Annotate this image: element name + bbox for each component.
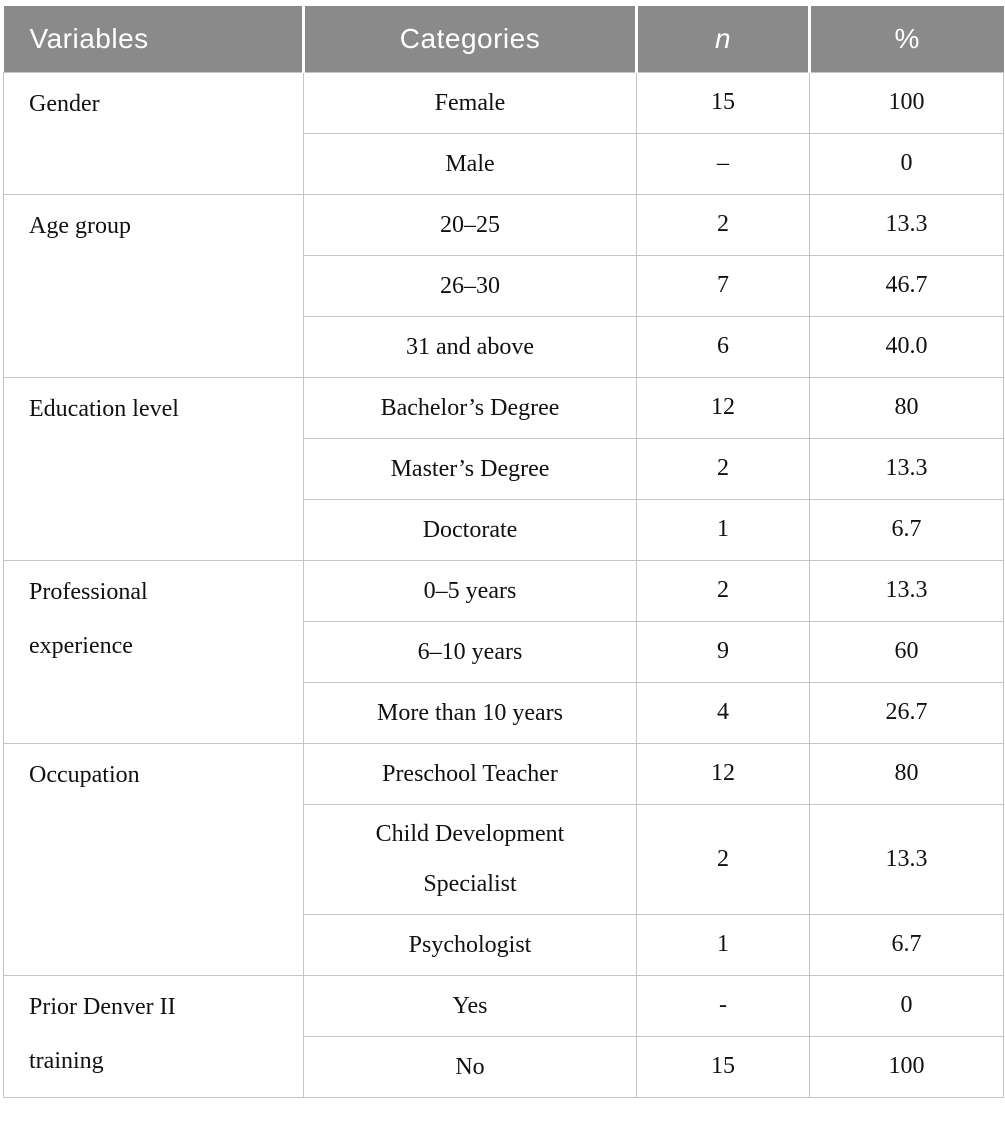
pct-cell: 26.7 xyxy=(809,681,1004,744)
category-cell: Male xyxy=(303,132,637,195)
pct-cell: 60 xyxy=(809,620,1004,683)
variable-label: Age group xyxy=(29,212,131,239)
col-header-categories: Categories xyxy=(302,6,637,72)
n-cell: - xyxy=(636,974,810,1037)
table-row: Age group 20–25 2 13.3 xyxy=(3,193,1004,378)
table-row: Master’s Degree 2 13.3 xyxy=(4,437,1004,500)
variable-cell: Prior Denver II training xyxy=(3,974,304,1098)
pct-cell: 0 xyxy=(809,974,1004,1037)
n-cell: 2 xyxy=(636,193,810,256)
col-header-n: n xyxy=(635,6,810,72)
n-cell: 15 xyxy=(636,1035,810,1098)
category-cell: More than 10 years xyxy=(303,681,637,744)
variable-cell: Education level xyxy=(3,376,304,561)
category-cell: Yes xyxy=(303,974,637,1037)
n-cell: 12 xyxy=(636,376,810,439)
pct-cell: 13.3 xyxy=(809,193,1004,256)
table-row: No 15 100 xyxy=(4,1035,1004,1098)
n-cell: 1 xyxy=(636,498,810,561)
col-header-variables: Variables xyxy=(3,6,304,72)
pct-cell: 0 xyxy=(809,132,1004,195)
category-cell: 0–5 years xyxy=(303,559,637,622)
n-cell: 15 xyxy=(636,71,810,134)
category-cell: Bachelor’s Degree xyxy=(303,376,637,439)
participant-demographics-table: Variables Categories n % Gender Female 1… xyxy=(3,6,1004,1098)
pct-cell: 100 xyxy=(809,71,1004,134)
pct-cell: 40.0 xyxy=(809,315,1004,378)
n-cell: 9 xyxy=(636,620,810,683)
pct-cell: 6.7 xyxy=(809,913,1004,976)
n-cell: 7 xyxy=(636,254,810,317)
category-cell: 31 and above xyxy=(303,315,637,378)
variable-label: Professional experience xyxy=(29,578,148,659)
variable-label: Occupation xyxy=(29,761,140,788)
document-page: Variables Categories n % Gender Female 1… xyxy=(3,6,1004,1098)
variable-label: Prior Denver II training xyxy=(29,993,176,1074)
variable-label: Gender xyxy=(29,90,100,117)
table-row: Professional experience 0–5 years 2 13.3 xyxy=(3,559,1004,744)
table-row: Male – 0 xyxy=(4,132,1004,195)
table-row: Education level Bachelor’s Degree 12 80 xyxy=(3,376,1004,561)
table-row: 26–30 7 46.7 xyxy=(4,254,1004,317)
table-row: 6–10 years 9 60 xyxy=(4,620,1004,683)
pct-cell: 6.7 xyxy=(809,498,1004,561)
table-row: Psychologist 1 6.7 xyxy=(4,913,1004,976)
variable-cell: Occupation xyxy=(3,742,304,976)
category-cell: No xyxy=(303,1035,637,1098)
category-cell: 6–10 years xyxy=(303,620,637,683)
table-row: More than 10 years 4 26.7 xyxy=(4,681,1004,744)
n-cell: 6 xyxy=(636,315,810,378)
variable-cell: Age group xyxy=(3,193,304,378)
category-cell: Child Development Specialist xyxy=(303,803,637,915)
variable-cell: Gender xyxy=(3,71,304,195)
category-cell: Master’s Degree xyxy=(303,437,637,500)
n-cell: 2 xyxy=(636,559,810,622)
pct-cell: 13.3 xyxy=(809,559,1004,622)
pct-cell: 13.3 xyxy=(809,437,1004,500)
table-header-row: Variables Categories n % xyxy=(3,6,1004,72)
table-row: Doctorate 1 6.7 xyxy=(4,498,1004,561)
table-row: Child Development Specialist 2 13.3 xyxy=(4,803,1004,915)
category-cell: Doctorate xyxy=(303,498,637,561)
pct-cell: 100 xyxy=(809,1035,1004,1098)
n-cell: 2 xyxy=(636,437,810,500)
n-cell: 1 xyxy=(636,913,810,976)
n-cell: 12 xyxy=(636,742,810,805)
variable-cell: Professional experience xyxy=(3,559,304,744)
table-row: Occupation Preschool Teacher 12 80 xyxy=(3,742,1004,976)
pct-cell: 80 xyxy=(809,742,1004,805)
category-cell: Psychologist xyxy=(303,913,637,976)
pct-cell: 80 xyxy=(809,376,1004,439)
category-cell: 20–25 xyxy=(303,193,637,256)
pct-cell: 46.7 xyxy=(809,254,1004,317)
n-cell: – xyxy=(636,132,810,195)
col-header-percent: % xyxy=(808,6,1004,72)
category-cell: Female xyxy=(303,71,637,134)
category-cell: 26–30 xyxy=(303,254,637,317)
n-cell: 4 xyxy=(636,681,810,744)
variable-label: Education level xyxy=(29,395,179,422)
table-row: Prior Denver II training Yes - 0 xyxy=(3,974,1004,1098)
pct-cell: 13.3 xyxy=(809,803,1004,915)
category-cell: Preschool Teacher xyxy=(303,742,637,805)
n-cell: 2 xyxy=(636,803,810,915)
table-row: Gender Female 15 100 xyxy=(3,71,1004,195)
